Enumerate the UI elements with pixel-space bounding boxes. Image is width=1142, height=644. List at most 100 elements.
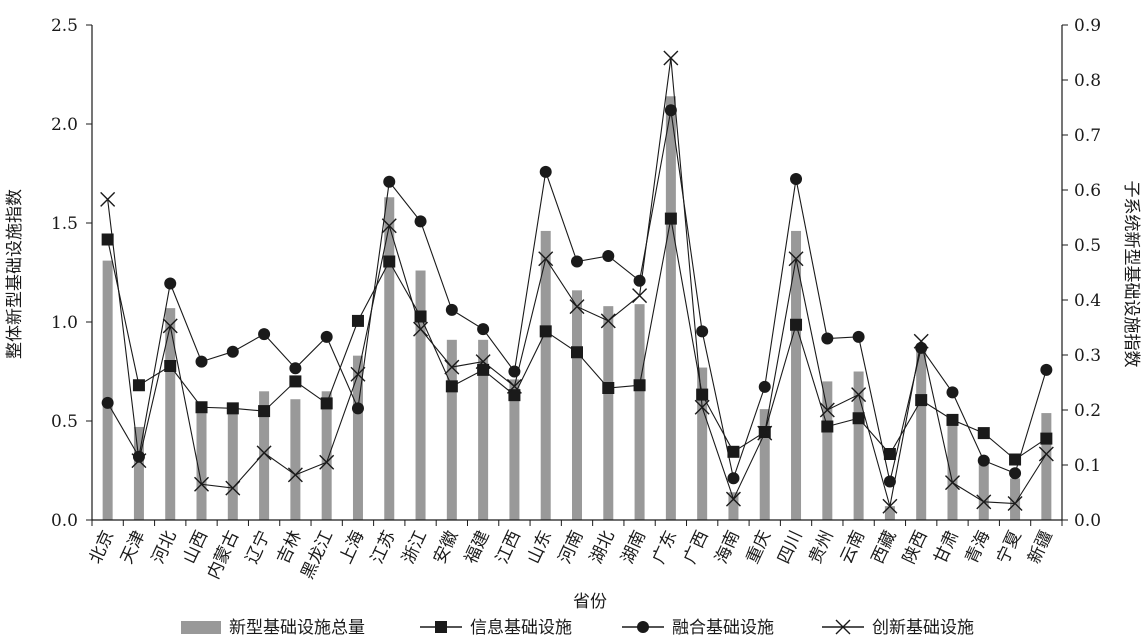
point-circle	[852, 330, 865, 343]
point-square	[790, 318, 803, 331]
point-circle	[383, 175, 396, 188]
axes	[91, 25, 1063, 526]
left-axis-ticks: 0.0 0.5 1.0 1.5 2.0 2.5	[51, 16, 92, 531]
category-label: 湖南	[618, 528, 650, 567]
legend-label: 融合基础设施	[672, 618, 774, 638]
point-cross	[225, 480, 241, 496]
point-square	[351, 314, 364, 327]
point-cross	[256, 445, 272, 461]
point-square	[226, 402, 239, 415]
point-circle	[727, 472, 740, 485]
point-circle	[351, 402, 364, 415]
point-square	[915, 394, 928, 407]
category-label: 江苏	[367, 528, 399, 567]
right-axis-ticks: 0.0 0.1 0.2 0.3 0.4 0.5 0.6 0.7 0.8 0.9	[1062, 16, 1101, 531]
category-label: 北京	[86, 528, 118, 567]
category-label: 陕西	[899, 528, 931, 567]
point-square	[571, 346, 583, 359]
point-cross	[194, 476, 210, 492]
point-circle	[164, 277, 177, 290]
point-square	[383, 255, 396, 268]
bar	[540, 230, 551, 521]
point-cross	[819, 402, 835, 418]
point-square	[664, 212, 677, 225]
point-square	[602, 382, 615, 394]
point-cross	[506, 378, 522, 394]
point-cross	[100, 191, 116, 207]
point-square	[883, 448, 896, 460]
point-square	[539, 325, 552, 338]
y-left-tick-label: 0.5	[51, 412, 78, 432]
legend-item-bar: 新型基础设施总量	[181, 618, 365, 638]
bar	[321, 391, 332, 520]
point-cross	[663, 50, 679, 66]
point-circle	[445, 303, 458, 316]
point-circle	[633, 274, 646, 287]
point-square	[320, 397, 333, 410]
point-square	[946, 413, 959, 426]
y-right-tick-label: 0.1	[1074, 456, 1101, 476]
bar	[196, 413, 207, 520]
point-cross	[882, 498, 898, 514]
category-label: 云南	[837, 528, 869, 567]
category-label: 甘肃	[931, 528, 963, 567]
legend-item-cross: 创新基础设施	[822, 618, 974, 638]
bar	[415, 270, 426, 520]
point-cross	[350, 366, 366, 382]
point-square	[508, 389, 521, 402]
point-square	[195, 401, 208, 414]
point-circle	[637, 621, 649, 633]
legend-label: 信息基础设施	[470, 618, 572, 638]
point-cross	[1038, 446, 1054, 462]
y-right-tick-label: 0.5	[1074, 236, 1101, 256]
bar	[697, 367, 708, 520]
point-cross	[287, 467, 303, 483]
bar	[227, 411, 238, 520]
y-right-tick-label: 0.4	[1074, 291, 1101, 311]
bar	[634, 304, 645, 520]
point-square	[289, 375, 302, 388]
point-cross	[757, 425, 773, 441]
legend-swatch-bar	[181, 621, 221, 634]
point-circle	[1009, 467, 1022, 480]
point-square	[132, 379, 145, 392]
point-circle	[758, 380, 771, 393]
category-label: 吉林	[273, 528, 305, 567]
point-cross	[694, 399, 710, 415]
point-cross	[632, 288, 648, 304]
bar	[728, 492, 739, 520]
legend-label: 创新基础设施	[872, 618, 974, 638]
point-square	[101, 233, 114, 246]
category-label: 贵州	[805, 528, 837, 567]
line-series-square	[101, 212, 1053, 466]
point-circle	[414, 215, 427, 228]
category-label: 上海	[336, 528, 368, 567]
line-series-circle	[101, 104, 1053, 488]
bar	[759, 409, 770, 520]
point-square	[477, 363, 490, 376]
point-circle	[320, 330, 333, 343]
line-series-cross	[100, 50, 1054, 514]
bar	[352, 355, 363, 520]
point-cross	[569, 299, 585, 315]
bar	[791, 230, 802, 521]
point-circle	[946, 386, 959, 399]
y-right-tick-label: 0.2	[1074, 401, 1101, 421]
y-right-tick-label: 0.8	[1074, 71, 1101, 91]
point-cross	[444, 359, 460, 375]
y-right-tick-label: 0.9	[1074, 16, 1101, 36]
point-circle	[664, 104, 677, 117]
category-labels: 北京天津河北山西内蒙古辽宁吉林黑龙江上海江苏浙江安徽福建江西山东河南湖北湖南广东…	[86, 528, 1057, 583]
point-circle	[883, 475, 896, 488]
y-right-tick-label: 0.6	[1074, 181, 1101, 201]
bar	[947, 421, 958, 520]
category-label: 福建	[461, 528, 493, 567]
bar	[884, 506, 895, 520]
bar-series-total	[102, 96, 1052, 521]
point-square	[1040, 432, 1053, 445]
point-cross	[475, 354, 491, 370]
point-cross	[131, 453, 147, 469]
point-circle	[539, 165, 552, 178]
point-square	[821, 420, 834, 433]
point-cross	[319, 454, 335, 470]
